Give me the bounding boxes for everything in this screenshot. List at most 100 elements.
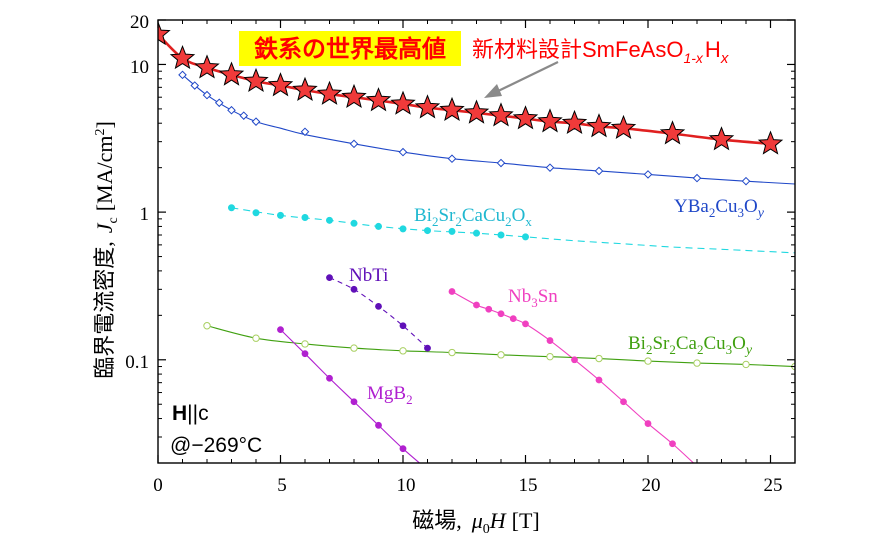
data-point-nb3sn <box>473 301 480 309</box>
data-point-yba2cu3oy <box>447 154 457 164</box>
y-tick-label: 0.1 <box>125 352 149 373</box>
highlight-arrow-head <box>484 84 502 98</box>
data-point-mgb2 <box>424 467 430 473</box>
label-nb3sn: Nb3Sn <box>508 286 558 310</box>
data-point-smfeaso1-xhx <box>586 113 612 138</box>
data-point-bi2sr2cacu2ox <box>228 204 236 212</box>
data-point-smfeaso1-xhx <box>708 126 735 151</box>
x-tick-labels: 0 5 10 15 20 25 <box>153 475 782 496</box>
data-point-yba2cu3oy <box>496 158 506 168</box>
data-point-yba2cu3oy <box>741 176 751 186</box>
data-point-nbti <box>424 344 431 352</box>
data-point-smfeaso1-xhx <box>488 102 514 127</box>
data-point-nb3sn <box>522 320 529 328</box>
data-point-nb3sn <box>620 398 627 406</box>
data-point-yba2cu3oy <box>349 139 359 149</box>
data-point-yba2cu3oy <box>251 117 261 126</box>
data-point-yba2cu3oy <box>545 163 555 172</box>
x-tick-label: 0 <box>153 475 163 496</box>
label-part: 2 <box>455 214 462 229</box>
markers-layer <box>158 20 795 473</box>
data-point-smfeaso1-xhx <box>757 130 784 155</box>
data-point-nb3sn <box>644 420 652 427</box>
data-point-bi2sr2ca2cu3oy <box>203 322 211 330</box>
data-point-mgb2 <box>301 350 309 358</box>
y-axis-label-unit: [MA/cm <box>92 136 117 212</box>
data-point-smfeaso1-xhx <box>512 105 539 130</box>
label-part: O <box>512 205 526 226</box>
x-axis-label-main: 磁場, <box>412 508 462 533</box>
data-point-smfeaso1-xhx <box>537 108 563 133</box>
label-part: 3 <box>738 205 745 220</box>
data-point-mgb2 <box>375 421 382 429</box>
data-point-smfeaso1-xhx <box>158 20 171 46</box>
data-point-yba2cu3oy <box>227 105 236 115</box>
data-point-yba2cu3oy <box>643 170 653 179</box>
data-point-mgb2 <box>277 326 284 334</box>
data-point-mgb2 <box>350 398 358 406</box>
field-rest: ||c <box>187 402 208 425</box>
label-part: 3 <box>531 295 538 310</box>
data-point-mgb2 <box>399 445 407 453</box>
data-point-nb3sn <box>595 376 603 384</box>
y-tick-label: 1 <box>140 204 150 225</box>
y-axis-label-main: 臨界電流密度, <box>92 241 117 379</box>
label-part: x <box>525 214 532 229</box>
data-point-bi2sr2cacu2ox <box>448 227 456 235</box>
label-part: 2 <box>697 342 704 357</box>
data-point-smfeaso1-xhx <box>194 54 220 79</box>
label-part: y <box>756 206 765 221</box>
label-part: Ca <box>676 333 698 354</box>
y-axis-label-sub: c <box>106 217 121 223</box>
data-point-yba2cu3oy <box>300 127 310 137</box>
data-point-smfeaso1-xhx <box>659 120 686 145</box>
data-point-smfeaso1-xhx <box>292 76 318 101</box>
data-point-nb3sn <box>448 288 456 295</box>
label-part: 2 <box>406 392 413 407</box>
x-tick-label: 20 <box>642 475 661 496</box>
data-point-smfeaso1-xhx <box>561 109 588 135</box>
data-point-smfeaso1-xhx <box>610 114 637 140</box>
data-point-nb3sn <box>497 310 505 318</box>
highlight-subtitle-mid: H <box>705 37 721 62</box>
data-point-mgb2 <box>326 374 333 382</box>
highlight-subtitle-prefix: 新材料設計SmFeAsO <box>472 37 683 62</box>
data-point-smfeaso1-xhx <box>218 61 245 86</box>
x-axis-label-var2: H <box>489 508 507 533</box>
data-point-bi2sr2ca2cu3oy <box>644 357 652 365</box>
data-point-bi2sr2ca2cu3oy <box>546 352 554 361</box>
y-axis-label-sup: 2 <box>93 129 108 136</box>
label-part: 2 <box>646 342 653 357</box>
label-part: O <box>732 333 746 354</box>
series-line-nbti <box>329 277 428 349</box>
label-part: 2 <box>432 214 439 229</box>
data-point-nbti <box>326 274 333 282</box>
data-point-yba2cu3oy <box>178 70 187 80</box>
data-point-nbti <box>399 322 407 330</box>
ticks-layer <box>157 19 795 463</box>
y-tick-label: 10 <box>130 57 149 78</box>
label-part: YBa <box>674 196 709 217</box>
data-point-bi2sr2ca2cu3oy <box>497 351 505 359</box>
label-part: Sr <box>438 205 456 226</box>
data-point-smfeaso1-xhx <box>169 44 196 70</box>
label-ybco: YBa2Cu3Oy <box>674 196 765 221</box>
label-part: y <box>744 343 753 358</box>
data-point-bi2sr2ca2cu3oy <box>399 347 407 355</box>
data-point-yba2cu3oy <box>239 111 249 120</box>
label-part: 2 <box>709 205 716 220</box>
highlight-subtitle: 新材料設計SmFeAsO1-xHx <box>472 37 729 67</box>
data-point-bi2sr2ca2cu3oy <box>252 334 260 342</box>
y-axis-label: 臨界電流密度, Jc [MA/cm2] <box>92 121 121 379</box>
x-tick-label: 15 <box>519 475 538 496</box>
data-point-bi2sr2ca2cu3oy <box>301 340 309 348</box>
data-point-yba2cu3oy <box>214 98 224 108</box>
data-point-bi2sr2cacu2ox <box>325 216 333 224</box>
data-point-bi2sr2cacu2ox <box>521 233 529 241</box>
highlight-title: 鉄系の世界最高値 <box>254 35 446 63</box>
data-point-bi2sr2cacu2ox <box>497 231 505 239</box>
data-point-smfeaso1-xhx <box>316 80 343 105</box>
data-point-smfeaso1-xhx <box>365 87 392 112</box>
data-point-smfeaso1-xhx <box>390 90 416 115</box>
